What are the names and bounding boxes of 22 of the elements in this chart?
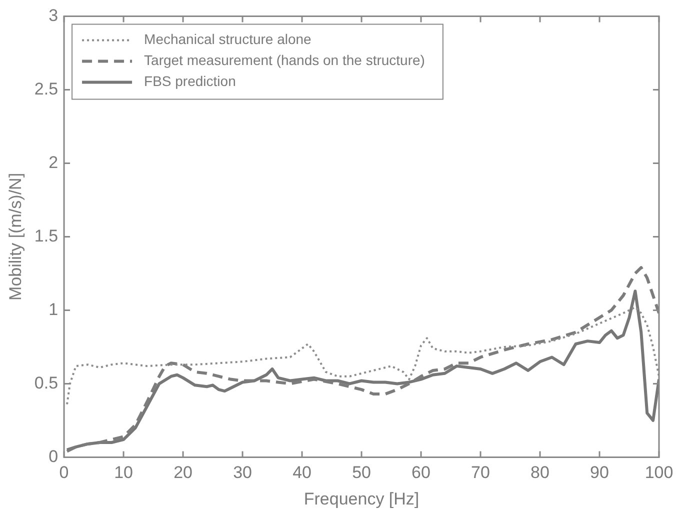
y-tick-label: 0.5 [34, 373, 58, 392]
x-tick-label: 90 [590, 463, 609, 482]
x-axis-title: Frequency [Hz] [304, 489, 420, 508]
y-tick-label: 1.5 [34, 226, 58, 246]
x-tick-label: 40 [292, 463, 312, 482]
y-tick-label: 2.5 [34, 79, 58, 98]
y-tick-label: 2 [48, 152, 58, 172]
x-tick-label: 100 [644, 463, 674, 482]
legend-label: FBS prediction [144, 73, 236, 90]
y-tick-label: 3 [48, 6, 58, 25]
x-tick-label: 50 [352, 463, 371, 482]
x-tick-label: 30 [233, 463, 252, 482]
legend-label: Target measurement (hands on the structure) [144, 52, 425, 68]
x-tick-label: 60 [412, 463, 430, 482]
x-tick-label: 70 [471, 463, 490, 482]
y-tick-label: 1 [48, 300, 58, 319]
legend-label: Mechanical structure alone [144, 31, 312, 48]
x-tick-label: 10 [114, 463, 133, 482]
x-tick-label: 80 [530, 463, 550, 482]
y-tick-label: 0 [48, 446, 58, 466]
x-tick-label: 20 [174, 463, 192, 482]
y-axis-title: Mobility [(m/s)/N] [6, 172, 25, 300]
